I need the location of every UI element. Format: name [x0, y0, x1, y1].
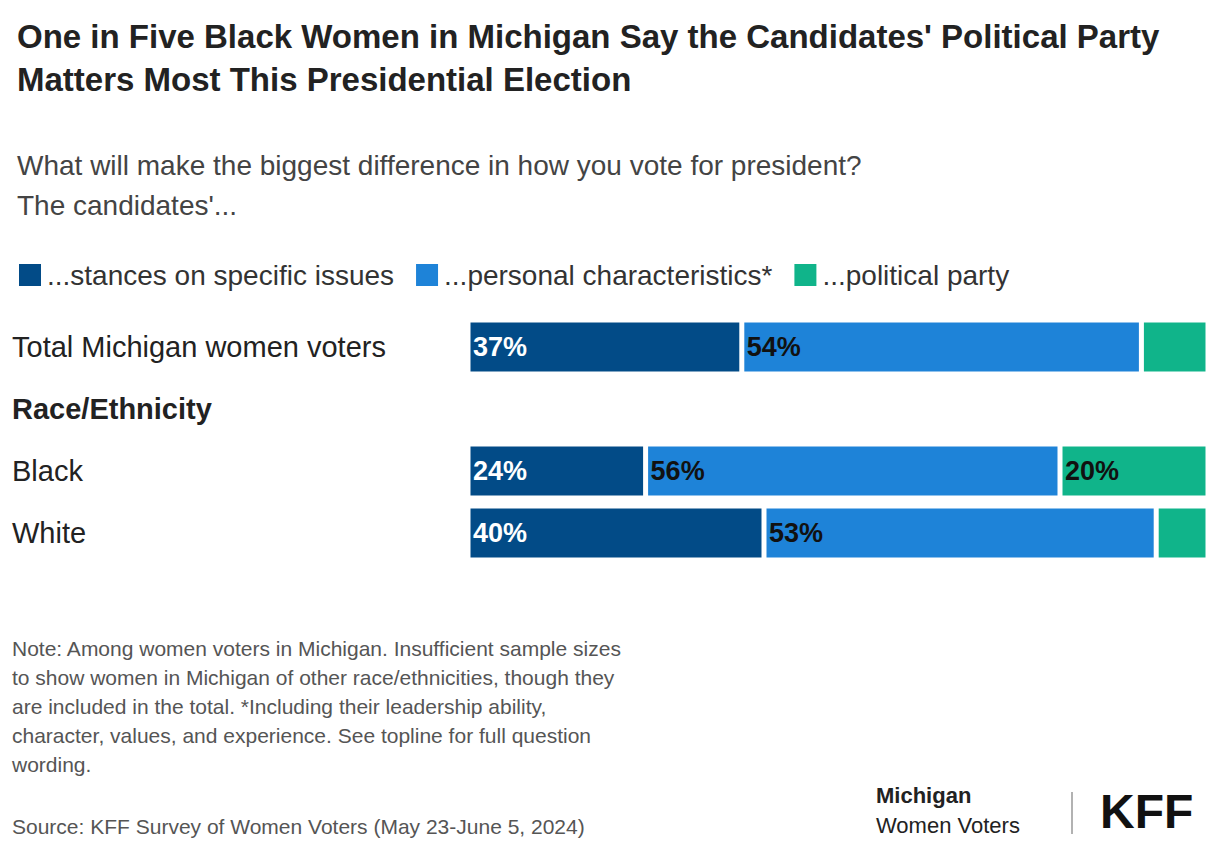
- svg-text:56%: 56%: [651, 456, 705, 486]
- svg-text:are included in the total. *In: are included in the total. *Including th…: [12, 695, 552, 718]
- svg-text:53%: 53%: [769, 518, 823, 548]
- svg-text:White: White: [12, 517, 86, 549]
- svg-text:54%: 54%: [747, 332, 801, 362]
- svg-text:Source: KFF Survey of Women Vo: Source: KFF Survey of Women Voters (May …: [12, 815, 585, 838]
- svg-text:Black: Black: [12, 455, 83, 487]
- svg-text:...stances on specific issues: ...stances on specific issues: [47, 260, 394, 291]
- svg-text:...personal characteristics*: ...personal characteristics*: [444, 260, 772, 291]
- svg-text:Women Voters: Women Voters: [876, 813, 1020, 838]
- svg-text:What will make the biggest dif: What will make the biggest difference in…: [17, 150, 869, 181]
- svg-text:...political party: ...political party: [822, 260, 1009, 291]
- svg-text:Michigan: Michigan: [876, 783, 971, 808]
- svg-text:Note: Among women voters in Mi: Note: Among women voters in Michigan. In…: [12, 637, 627, 660]
- svg-text:40%: 40%: [473, 518, 527, 548]
- svg-text:to show women in Michigan of o: to show women in Michigan of other race/…: [12, 666, 620, 689]
- svg-text:One in Five Black Women in Mic: One in Five Black Women in Michigan Say …: [17, 18, 1169, 55]
- svg-text:37%: 37%: [473, 332, 527, 362]
- svg-text:20%: 20%: [1065, 456, 1119, 486]
- svg-text:Race/Ethnicity: Race/Ethnicity: [12, 393, 212, 425]
- svg-text:24%: 24%: [473, 456, 527, 486]
- svg-text:Total Michigan women voters: Total Michigan women voters: [12, 331, 386, 363]
- svg-text:Matters Most This Presidential: Matters Most This Presidential Election: [17, 61, 631, 98]
- svg-text:KFF: KFF: [1100, 785, 1193, 838]
- svg-text:character, values, and experie: character, values, and experience. See t…: [12, 724, 597, 747]
- svg-text:The candidates'...: The candidates'...: [17, 190, 237, 221]
- svg-text:wording.: wording.: [11, 753, 91, 776]
